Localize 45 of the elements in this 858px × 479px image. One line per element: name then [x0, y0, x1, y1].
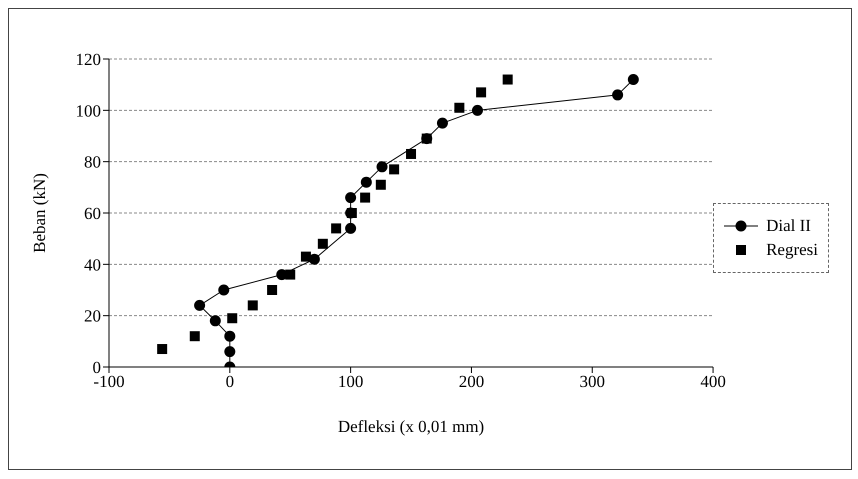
point — [318, 238, 328, 249]
point — [422, 134, 432, 144]
point — [472, 104, 483, 116]
y-tick-label: 80 — [84, 152, 101, 172]
point — [376, 161, 388, 172]
point — [436, 118, 448, 129]
point — [248, 300, 258, 310]
point — [190, 331, 200, 342]
point — [218, 284, 230, 296]
point — [157, 344, 168, 354]
x-tick-label: 400 — [700, 372, 726, 392]
point — [360, 176, 372, 188]
point — [612, 89, 624, 100]
point — [389, 164, 400, 174]
point — [345, 222, 356, 234]
point — [210, 315, 221, 326]
y-tick-label: 60 — [84, 204, 101, 224]
y-tick-label: 20 — [84, 306, 101, 326]
y-tick-label: 100 — [76, 101, 101, 120]
point — [267, 285, 278, 295]
legend-label: Dial II — [766, 216, 811, 236]
point — [406, 148, 416, 159]
x-axis-title: Defleksi (x 0,01 mm) — [338, 417, 484, 436]
point — [331, 223, 342, 234]
x-tick-label: 200 — [458, 372, 484, 392]
point — [194, 300, 206, 311]
y-tick-label: 120 — [76, 50, 101, 70]
y-tick-label: 40 — [84, 255, 101, 274]
point — [224, 346, 236, 358]
x-tick-label: 0 — [226, 372, 234, 392]
point — [454, 102, 464, 113]
point — [360, 192, 370, 203]
point — [227, 313, 238, 324]
point — [628, 74, 639, 86]
x-tick-label: 100 — [338, 372, 364, 392]
point — [476, 87, 486, 98]
point — [502, 74, 513, 85]
point — [376, 180, 386, 190]
x-tick-label: 300 — [580, 372, 605, 392]
point — [300, 252, 311, 262]
y-axis-title: Beban (kN) — [30, 173, 50, 253]
point — [224, 330, 236, 342]
point — [345, 192, 356, 204]
legend-label: Regresi — [766, 240, 818, 260]
point — [285, 270, 296, 280]
